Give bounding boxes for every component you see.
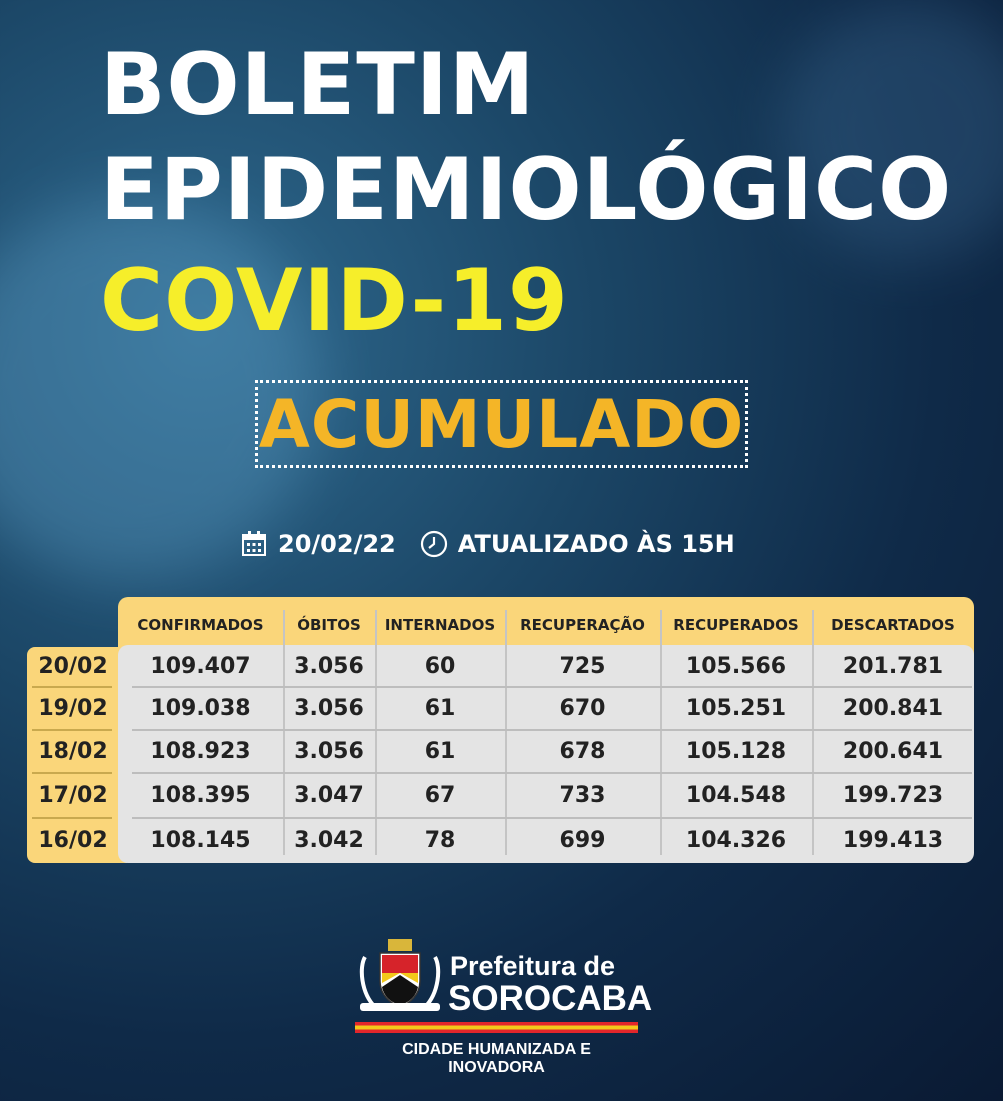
table-body <box>118 645 974 863</box>
updated-text: ATUALIZADO ÀS 15H <box>457 530 735 558</box>
table-cell: 105.128 <box>685 739 787 764</box>
logo-line-2: SOROCABA <box>448 979 653 1018</box>
table-cell: 61 <box>424 739 456 764</box>
table-cell: 108.395 <box>150 783 251 808</box>
table-cell: 109.407 <box>150 653 251 679</box>
table-cell: 670 <box>559 696 606 721</box>
row-divider <box>32 772 112 774</box>
coat-of-arms-icon <box>359 939 441 1011</box>
column-divider <box>375 610 377 855</box>
table-cell: 3.056 <box>294 739 364 764</box>
flag-stripe <box>355 1022 638 1033</box>
table-cell: 199.413 <box>842 827 944 853</box>
row-date: 16/02 <box>38 827 108 853</box>
table-cell: 200.841 <box>842 696 944 721</box>
column-divider <box>812 610 814 855</box>
table-cell: 61 <box>424 696 456 721</box>
background-blob <box>0 200 320 580</box>
column-header: RECUPERADOS <box>673 615 799 634</box>
column-header: DESCARTADOS <box>831 615 955 634</box>
row-divider <box>132 686 972 688</box>
row-divider <box>132 817 972 819</box>
clock-icon <box>420 530 447 558</box>
table-cell: 67 <box>424 783 456 808</box>
table-cell: 104.548 <box>685 783 787 808</box>
date-line: 20/02/22 ATUALIZADO ÀS 15H <box>240 530 735 558</box>
row-date: 19/02 <box>38 696 108 721</box>
column-divider <box>505 610 507 855</box>
row-divider <box>32 686 112 688</box>
table-cell: 678 <box>559 739 606 764</box>
table-cell: 199.723 <box>842 783 944 808</box>
table-cell: 201.781 <box>842 653 944 679</box>
title-line-2: EPIDEMIOLÓGICO <box>100 140 953 240</box>
column-header: RECUPERAÇÃO <box>520 615 645 634</box>
column-divider <box>283 610 285 855</box>
table-cell: 725 <box>559 653 606 679</box>
row-divider <box>132 729 972 731</box>
title-covid: COVID-19 <box>100 251 569 351</box>
column-header: CONFIRMADOS <box>137 615 264 634</box>
table-cell: 699 <box>559 827 606 853</box>
date-text: 20/02/22 <box>278 530 396 558</box>
table-cell: 105.251 <box>685 696 787 721</box>
table-cell: 200.641 <box>842 739 944 764</box>
table-cell: 108.923 <box>150 739 251 764</box>
table-cell: 3.056 <box>294 653 364 679</box>
table-cell: 733 <box>559 783 606 808</box>
logo-line-1: Prefeitura de <box>450 951 616 981</box>
column-header: ÓBITOS <box>297 615 361 634</box>
row-date: 17/02 <box>38 783 108 808</box>
row-divider <box>32 817 112 819</box>
table-cell: 60 <box>424 653 456 679</box>
table-cell: 3.042 <box>294 827 364 853</box>
calendar-icon <box>242 531 266 556</box>
date-column-bg <box>27 647 127 863</box>
table-cell: 3.056 <box>294 696 364 721</box>
row-date: 20/02 <box>38 653 108 679</box>
row-divider <box>32 729 112 731</box>
acumulado-badge: ACUMULADO <box>255 380 748 468</box>
row-divider <box>132 772 972 774</box>
table-cell: 108.145 <box>150 827 251 853</box>
title-line-1: BOLETIM <box>100 35 536 135</box>
tagline: CIDADE HUMANIZADA E INOVADORA <box>402 1041 591 1076</box>
table-cell: 105.566 <box>685 653 787 679</box>
table-cell: 78 <box>424 827 456 853</box>
column-divider <box>660 610 662 855</box>
table-cell: 104.326 <box>685 827 787 853</box>
table-cell: 3.047 <box>294 783 364 808</box>
row-date: 18/02 <box>38 739 108 764</box>
background-blob <box>780 0 1003 260</box>
column-header: INTERNADOS <box>384 615 496 634</box>
table-cell: 109.038 <box>150 696 251 721</box>
